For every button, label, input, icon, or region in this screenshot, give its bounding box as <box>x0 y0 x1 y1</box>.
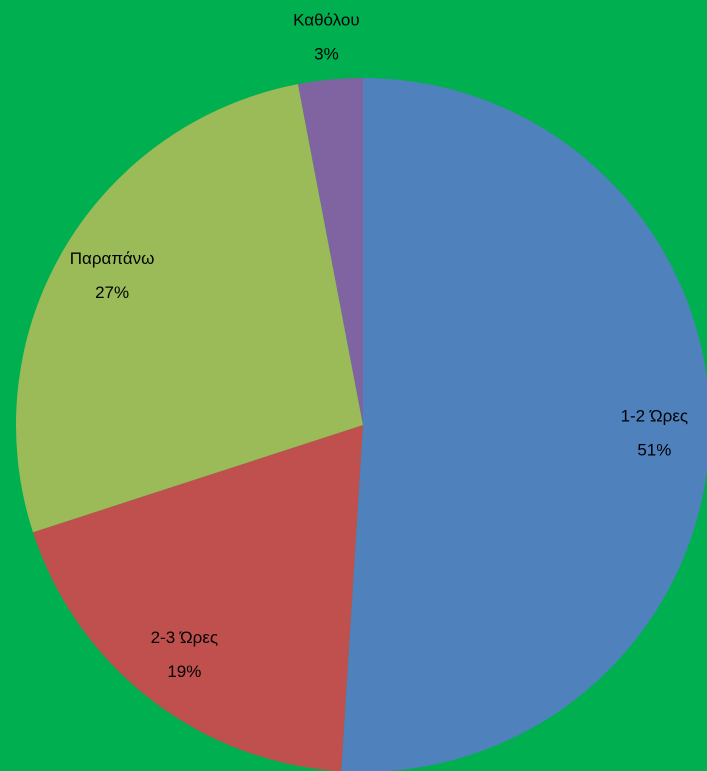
slice-label: Καθόλου <box>293 11 360 30</box>
slice-value-label: 3% <box>314 45 339 64</box>
slice-value-label: 27% <box>95 283 129 302</box>
pie-slice <box>32 425 363 771</box>
slice-label: 2-3 Ώρες <box>151 628 219 647</box>
pie-slice <box>297 78 363 425</box>
pie-slice <box>341 78 707 771</box>
pie-slice <box>16 84 364 533</box>
slice-value-label: 51% <box>637 441 671 460</box>
slice-label: Παραπάνω <box>70 249 155 268</box>
slice-value-label: 19% <box>167 662 201 681</box>
slice-label: 1-2 Ώρες <box>621 407 689 426</box>
